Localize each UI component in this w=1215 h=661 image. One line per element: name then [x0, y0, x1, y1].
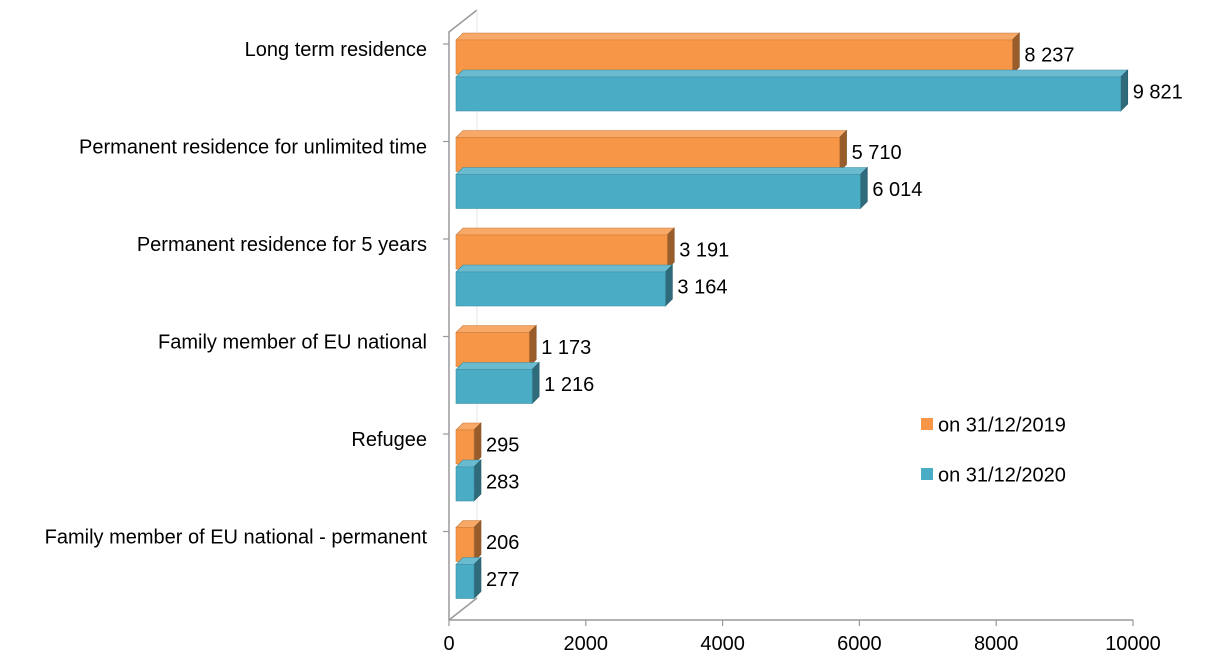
legend-swatch — [921, 468, 933, 480]
x-tick-label: 2000 — [564, 633, 609, 655]
bar-2019-4 — [455, 422, 482, 465]
x-tick-label: 0 — [443, 633, 454, 655]
bar-2019-1 — [455, 129, 848, 173]
bar-2020-4 — [455, 459, 482, 502]
legend-label: on 31/12/2020 — [938, 464, 1066, 486]
data-label: 9 821 — [1133, 81, 1183, 103]
x-tick-labels: 0 2000 4000 6000 8000 10000 — [443, 633, 1160, 655]
legend-swatch — [921, 418, 933, 430]
bars — [455, 32, 1129, 600]
data-label: 1 173 — [541, 337, 591, 359]
data-label: 206 — [486, 532, 519, 554]
data-label: 3 191 — [679, 239, 729, 261]
data-label: 283 — [486, 471, 519, 493]
bar-2020-3 — [455, 361, 540, 405]
bar-2020-2 — [455, 264, 674, 307]
category-label: Long term residence — [245, 39, 427, 61]
bar-2020-0 — [455, 69, 1129, 112]
category-label: Permanent residence for 5 years — [137, 234, 427, 256]
category-labels: Long term residence Permanent residence f… — [45, 39, 428, 549]
data-label: 1 216 — [544, 374, 594, 396]
data-label: 5 710 — [852, 142, 902, 164]
bar-2020-5 — [455, 556, 482, 600]
axis-floor-edge — [448, 597, 478, 621]
data-label: 277 — [486, 569, 519, 591]
data-label: 295 — [486, 434, 519, 456]
category-label: Permanent residence for unlimited time — [79, 137, 427, 159]
legend-label: on 31/12/2019 — [938, 414, 1066, 436]
category-label: Family member of EU national — [158, 332, 427, 354]
bar-2019-3 — [455, 324, 537, 368]
data-label: 6 014 — [872, 179, 922, 201]
y-axis-wall — [448, 9, 478, 620]
legend: on 31/12/2019 on 31/12/2020 — [921, 414, 1066, 486]
data-label: 3 164 — [677, 276, 727, 298]
bar-2019-5 — [455, 519, 482, 563]
data-label: 8 237 — [1024, 44, 1074, 66]
bar-2020-1 — [455, 166, 869, 210]
bar-2019-0 — [455, 32, 1021, 75]
category-label: Refugee — [351, 429, 427, 451]
data-labels: 8 237 9 821 5 710 6 014 3 191 3 164 1 173 1 216… — [486, 44, 1183, 591]
x-tick-label: 8000 — [974, 633, 1019, 655]
bar-2019-2 — [455, 227, 675, 270]
x-tick-label: 10000 — [1105, 633, 1161, 655]
x-tick-label: 6000 — [837, 633, 882, 655]
category-label: Family member of EU national - permanent — [45, 527, 428, 549]
x-tick-label: 4000 — [700, 633, 745, 655]
